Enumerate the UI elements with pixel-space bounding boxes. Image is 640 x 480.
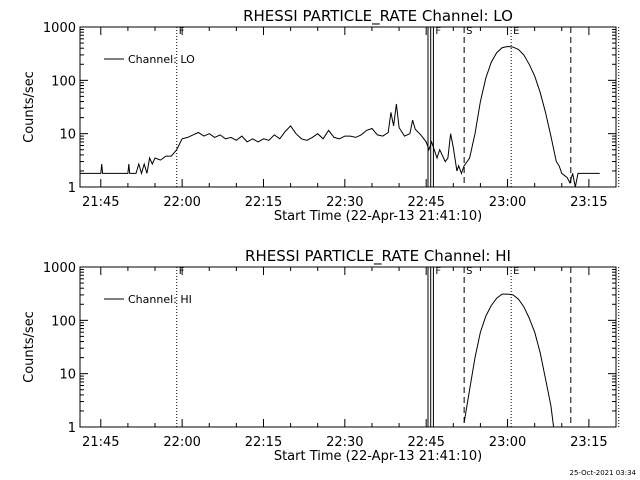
footer-date: 25-Oct-2021 03:34 <box>570 469 637 477</box>
panel-1-series-line <box>80 45 600 188</box>
panel-1-x-tick-label: 22:00 <box>163 195 200 210</box>
panel-2-x-tick-label: 23:15 <box>570 435 607 450</box>
panel-1-y-tick-label: 1000 <box>43 21 76 36</box>
panel-1-y-tick-label: 10 <box>59 128 76 143</box>
panel-2-x-tick-label: 23:00 <box>489 435 526 450</box>
panel-1-plot-frame <box>79 26 617 188</box>
panel-1-title: RHESSI PARTICLE_RATE Channel: LO <box>243 7 513 26</box>
panel-2-event-marker-label: S <box>466 266 472 277</box>
panel-2-y-tick-label: 10 <box>59 368 76 383</box>
panel-1-y-tick-label: 100 <box>51 74 76 89</box>
panel-1-x-tick-label: 23:15 <box>570 195 607 210</box>
panel-2-y-axis-label: Counts/sec <box>22 311 37 383</box>
panel-1-event-marker-label: E <box>513 26 519 37</box>
panel-1-x-tick-label: 22:30 <box>326 195 363 210</box>
panel-1-y-axis-label: Counts/sec <box>22 71 37 143</box>
panel-2-x-tick-label: 22:15 <box>245 435 282 450</box>
panel-1-legend-label: Channel: LO <box>128 53 195 66</box>
panel-2-y-tick-label: 1 <box>68 421 76 436</box>
panel-2-x-axis-label: Start Time (22-Apr-13 21:41:10) <box>274 449 482 464</box>
panel-1-y-tick-label: 1 <box>68 181 76 196</box>
panel-2-x-tick-label: 22:30 <box>326 435 363 450</box>
panel-2-event-marker-label: E <box>513 266 519 277</box>
panel-1-x-axis-label: Start Time (22-Apr-13 21:41:10) <box>274 209 482 224</box>
panel-1-event-marker-label: S <box>466 26 472 37</box>
panel-2-event-marker-label: F <box>179 266 185 277</box>
panel-1-x-tick-label: 23:00 <box>489 195 526 210</box>
panel-1-x-tick-label: 22:15 <box>245 195 282 210</box>
panel-1-x-tick-label: 21:45 <box>82 195 119 210</box>
panel-2-plot-frame <box>79 266 617 428</box>
panel-2-x-tick-label: 22:00 <box>163 435 200 450</box>
panel-2-legend-label: Channel: HI <box>128 293 192 306</box>
panel-2-y-tick-label: 100 <box>51 314 76 329</box>
panel-2-x-tick-label: 22:45 <box>407 435 444 450</box>
panel-1-event-marker-label: F <box>435 26 441 37</box>
panel-2-x-tick-label: 21:45 <box>82 435 119 450</box>
panel-1-x-tick-label: 22:45 <box>407 195 444 210</box>
panel-2-event-marker-label: F <box>435 266 441 277</box>
panel-2-title: RHESSI PARTICLE_RATE Channel: HI <box>245 247 511 266</box>
panel-1-event-marker-label: F <box>179 26 185 37</box>
panel-2-series-line <box>463 293 555 428</box>
panel-2-y-tick-label: 1000 <box>43 261 76 276</box>
